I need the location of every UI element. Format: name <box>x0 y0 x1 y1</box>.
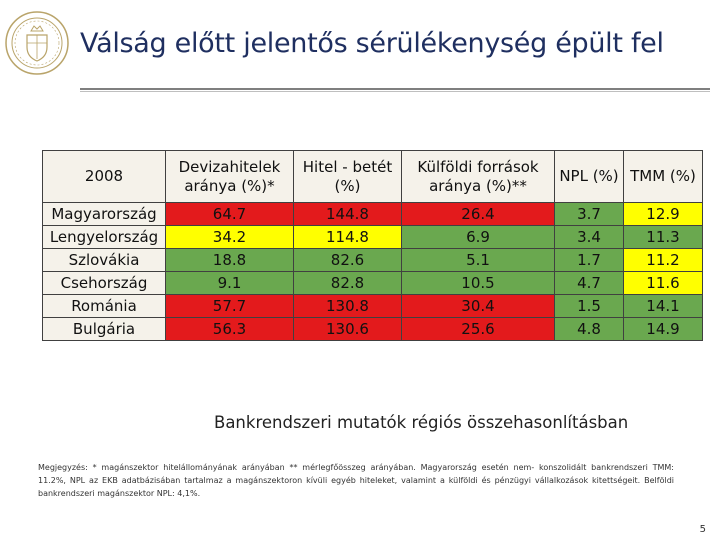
value-cell: 12.9 <box>623 202 703 226</box>
value-cell: 6.9 <box>401 225 555 249</box>
header-loan-deposit: Hitel - betét (%) <box>293 150 402 203</box>
footnote: Megjegyzés: * magánszektor hitelállomány… <box>38 463 674 498</box>
value-cell: 14.1 <box>623 294 703 318</box>
value-cell: 10.5 <box>401 271 555 295</box>
value-cell: 4.7 <box>554 271 624 295</box>
value-cell: 26.4 <box>401 202 555 226</box>
value-cell: 11.2 <box>623 248 703 272</box>
value-cell: 56.3 <box>165 317 294 341</box>
value-cell: 3.7 <box>554 202 624 226</box>
value-cell: 9.1 <box>165 271 294 295</box>
table-row: Magyarország 64.7 144.8 26.4 3.7 12.9 <box>42 202 703 226</box>
header-fx-loans: Devizahitelek aránya (%)* <box>165 150 294 203</box>
header-foreign-funds: Külföldi források aránya (%)** <box>401 150 555 203</box>
value-cell: 25.6 <box>401 317 555 341</box>
header-npl: NPL (%) <box>554 150 624 203</box>
table-caption: Bankrendszeri mutatók régiós összehasonl… <box>214 413 629 432</box>
table-row: Csehország 9.1 82.8 10.5 4.7 11.6 <box>42 271 703 295</box>
value-cell: 30.4 <box>401 294 555 318</box>
table-row: Románia 57.7 130.8 30.4 1.5 14.1 <box>42 294 703 318</box>
value-cell: 4.8 <box>554 317 624 341</box>
value-cell: 11.6 <box>623 271 703 295</box>
country-cell: Lengyelország <box>42 225 166 249</box>
value-cell: 5.1 <box>401 248 555 272</box>
table-row: Lengyelország 34.2 114.8 6.9 3.4 11.3 <box>42 225 703 249</box>
country-cell: Magyarország <box>42 202 166 226</box>
title-divider <box>80 88 710 90</box>
table-header-row: 2008 Devizahitelek aránya (%)* Hitel - b… <box>42 150 703 203</box>
central-bank-seal-icon <box>3 9 71 77</box>
value-cell: 82.8 <box>293 271 402 295</box>
country-cell: Szlovákia <box>42 248 166 272</box>
page-number: 5 <box>699 524 706 535</box>
title-divider-thin <box>80 91 710 92</box>
country-cell: Bulgária <box>42 317 166 341</box>
value-cell: 3.4 <box>554 225 624 249</box>
value-cell: 34.2 <box>165 225 294 249</box>
header-year: 2008 <box>42 150 166 203</box>
indicator-table: 2008 Devizahitelek aránya (%)* Hitel - b… <box>42 150 703 341</box>
table-row: Szlovákia 18.8 82.6 5.1 1.7 11.2 <box>42 248 703 272</box>
value-cell: 144.8 <box>293 202 402 226</box>
value-cell: 82.6 <box>293 248 402 272</box>
slide-title: Válság előtt jelentős sérülékenység épül… <box>80 28 664 59</box>
value-cell: 57.7 <box>165 294 294 318</box>
table-row: Bulgária 56.3 130.6 25.6 4.8 14.9 <box>42 317 703 341</box>
country-cell: Csehország <box>42 271 166 295</box>
value-cell: 130.8 <box>293 294 402 318</box>
value-cell: 14.9 <box>623 317 703 341</box>
value-cell: 114.8 <box>293 225 402 249</box>
value-cell: 64.7 <box>165 202 294 226</box>
value-cell: 11.3 <box>623 225 703 249</box>
value-cell: 1.7 <box>554 248 624 272</box>
value-cell: 130.6 <box>293 317 402 341</box>
header-car: TMM (%) <box>623 150 703 203</box>
value-cell: 1.5 <box>554 294 624 318</box>
country-cell: Románia <box>42 294 166 318</box>
value-cell: 18.8 <box>165 248 294 272</box>
